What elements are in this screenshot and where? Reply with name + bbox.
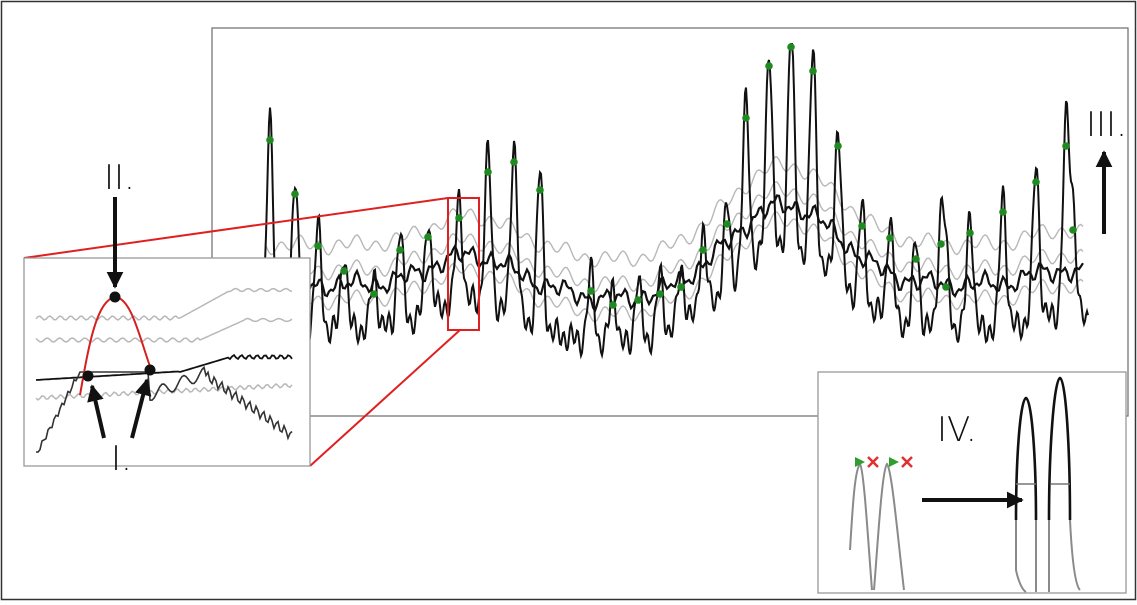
main-traces: [264, 43, 1089, 360]
refinement-inset: IV.: [817, 371, 1127, 594]
refined-peaks-base-trace: [1015, 519, 1081, 593]
peak-marker-33: [942, 283, 950, 291]
peak-marker-18: [723, 220, 731, 228]
offset-marker-icon-2: [901, 456, 913, 468]
zoom-connector-bottom: [309, 329, 461, 467]
peak-marker-20: [765, 62, 773, 70]
label-step-1: I.: [111, 439, 132, 479]
peak-marker-9: [484, 168, 492, 176]
peak-marker-30: [1032, 178, 1040, 186]
zoom-region-box: [447, 197, 480, 331]
refined-peaks-trace: [1014, 376, 1072, 521]
raw-signal-trace: [264, 43, 1089, 360]
arrow-step-1-left-icon: [87, 384, 106, 439]
peak-marker-23: [834, 142, 842, 150]
peak-marker-5: [370, 290, 378, 298]
peak-marker-8: [455, 214, 463, 222]
peak-marker-15: [656, 290, 664, 298]
peak-marker-31: [1062, 142, 1070, 150]
peak-marker-13: [609, 301, 617, 309]
arrow-step-1-right-icon: [130, 378, 152, 439]
zoom-inset-frame: [23, 257, 311, 467]
label-step-3: III.: [1086, 105, 1127, 145]
peak-marker-27: [937, 240, 945, 248]
peak-marker-29: [999, 208, 1007, 216]
inset-filtered-trace-1: [35, 287, 293, 321]
inset-filtered-trace-3: [35, 383, 293, 401]
offset-marker-icon-1: [867, 456, 879, 468]
peak-marker-28: [966, 229, 974, 237]
peak-marker-3: [314, 242, 322, 250]
mean-trace: [264, 194, 1084, 314]
peak-marker-25: [886, 234, 894, 242]
peak-marker-11: [536, 186, 544, 194]
peak-marker-4: [340, 267, 348, 275]
peak-markers: [266, 43, 1077, 309]
refinement-inset-frame: [817, 371, 1127, 594]
zoom-connector-top: [23, 197, 449, 259]
peak-marker-19: [742, 114, 750, 122]
inset-mean-trace: [35, 353, 293, 381]
filtered-trace-upper-1: [264, 181, 1084, 293]
peak-marker-26: [912, 255, 920, 263]
peak-marker-22: [809, 67, 817, 75]
zoom-inset: [23, 257, 311, 467]
peak-marker-2: [291, 190, 299, 198]
onset-marker-icon-2: [889, 457, 899, 467]
inset-crossing-point-left: [82, 370, 94, 382]
main-signal-panel: [211, 27, 1129, 417]
onset-marker-icon-1: [855, 457, 865, 467]
inset-crossing-point-right: [144, 364, 156, 376]
peak-marker-1: [266, 136, 274, 144]
inset-peak-point: [109, 291, 121, 303]
peak-marker-7: [424, 233, 432, 241]
peak-marker-17: [699, 246, 707, 254]
inset-filtered-trace-2: [35, 317, 293, 343]
label-step-2: II.: [104, 158, 135, 198]
peak-marker-21: [787, 43, 795, 51]
peak-marker-6: [396, 246, 404, 254]
filtered-trace-lower: [264, 211, 1084, 323]
peak-marker-24: [858, 222, 866, 230]
peak-marker-16: [677, 283, 685, 291]
peak-marker-12: [587, 287, 595, 295]
peak-marker-32: [1069, 226, 1077, 234]
label-step-4: IV.: [937, 410, 977, 450]
peak-marker-10: [510, 158, 518, 166]
inset-raw-trace: [35, 365, 293, 453]
peak-marker-14: [634, 296, 642, 304]
